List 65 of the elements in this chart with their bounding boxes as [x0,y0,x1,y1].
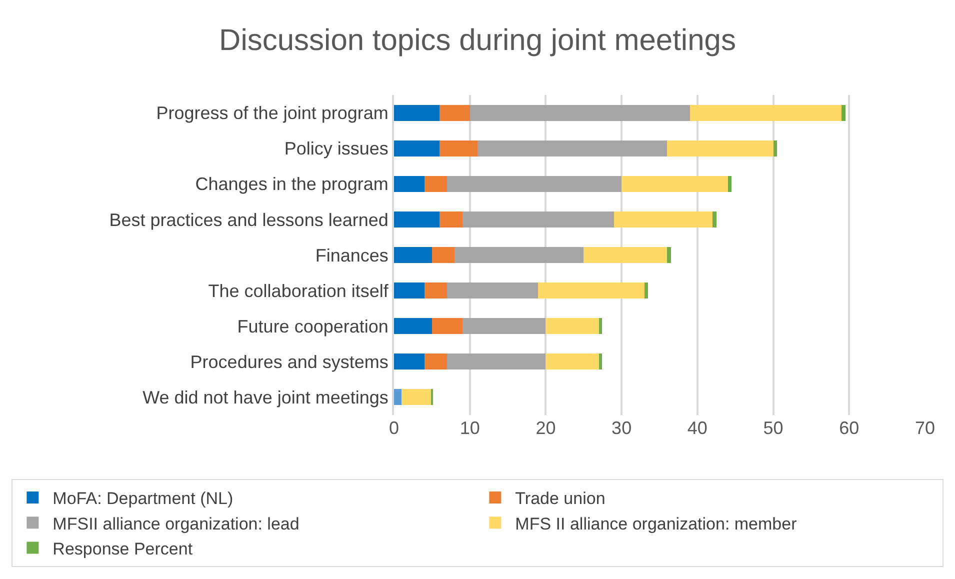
y-tick-label: The collaboration itself [208,280,390,301]
legend-label: MoFA: Department (NL) [52,489,234,508]
x-tick-label: 60 [839,418,860,438]
bar [394,247,432,263]
bar [447,354,546,370]
bar [394,176,424,192]
bar [402,389,432,406]
bar [462,318,546,334]
legend-label: MFS II alliance organization: member [515,514,798,534]
y-tick-label: Policy issues [284,138,388,159]
bar [728,176,732,192]
bar [477,140,668,156]
bar [584,247,668,263]
bar [454,247,584,263]
bar [394,354,424,370]
y-tick-label: Future cooperation [237,316,388,336]
bar [440,211,462,228]
bar [712,211,716,228]
bar [424,176,448,192]
bar [394,211,440,228]
bar [598,318,602,334]
bar [432,247,455,263]
bar [773,140,778,156]
x-tick-label: 20 [536,418,556,438]
bar [462,211,614,228]
y-tick-label: Changes in the program [195,174,388,194]
bar [546,318,599,334]
bar [667,247,671,263]
bar [470,104,690,121]
bar [447,282,538,299]
bar [394,282,424,299]
x-tick-label: 70 [914,418,936,438]
legend-label: Response Percent [52,539,193,558]
x-tick-label: 30 [612,418,632,438]
bar [424,282,448,299]
bar [394,104,440,121]
y-tick-label: We did not have joint meetings [142,388,388,408]
bar [667,140,774,156]
bar [614,211,713,228]
bar [394,389,402,406]
legend-label: MFSII alliance organization: lead [52,514,300,534]
x-tick-label: 50 [763,418,784,438]
y-tick-label: Finances [315,245,388,266]
bar [424,354,448,370]
bar [394,318,432,334]
bar [440,140,478,156]
bar [546,354,599,370]
x-tick-label: 40 [687,418,708,438]
bar [644,282,648,299]
bar [622,176,728,192]
bar [394,140,440,156]
bar [447,176,622,192]
y-tick-label: Best practices and lessons learned [109,210,388,230]
x-tick-label: 0 [388,418,400,438]
chart-title: Discussion topics during joint meetings [219,24,736,57]
bar [842,104,846,121]
y-tick-label: Procedures and systems [190,352,388,372]
legend-label: Trade union [515,489,606,508]
bar [690,104,842,121]
bar [538,282,644,299]
bar [598,354,602,370]
y-tick-label: Progress of the joint program [156,103,388,124]
bar [432,318,462,334]
bar [440,104,470,121]
x-tick-label: 10 [460,418,480,438]
